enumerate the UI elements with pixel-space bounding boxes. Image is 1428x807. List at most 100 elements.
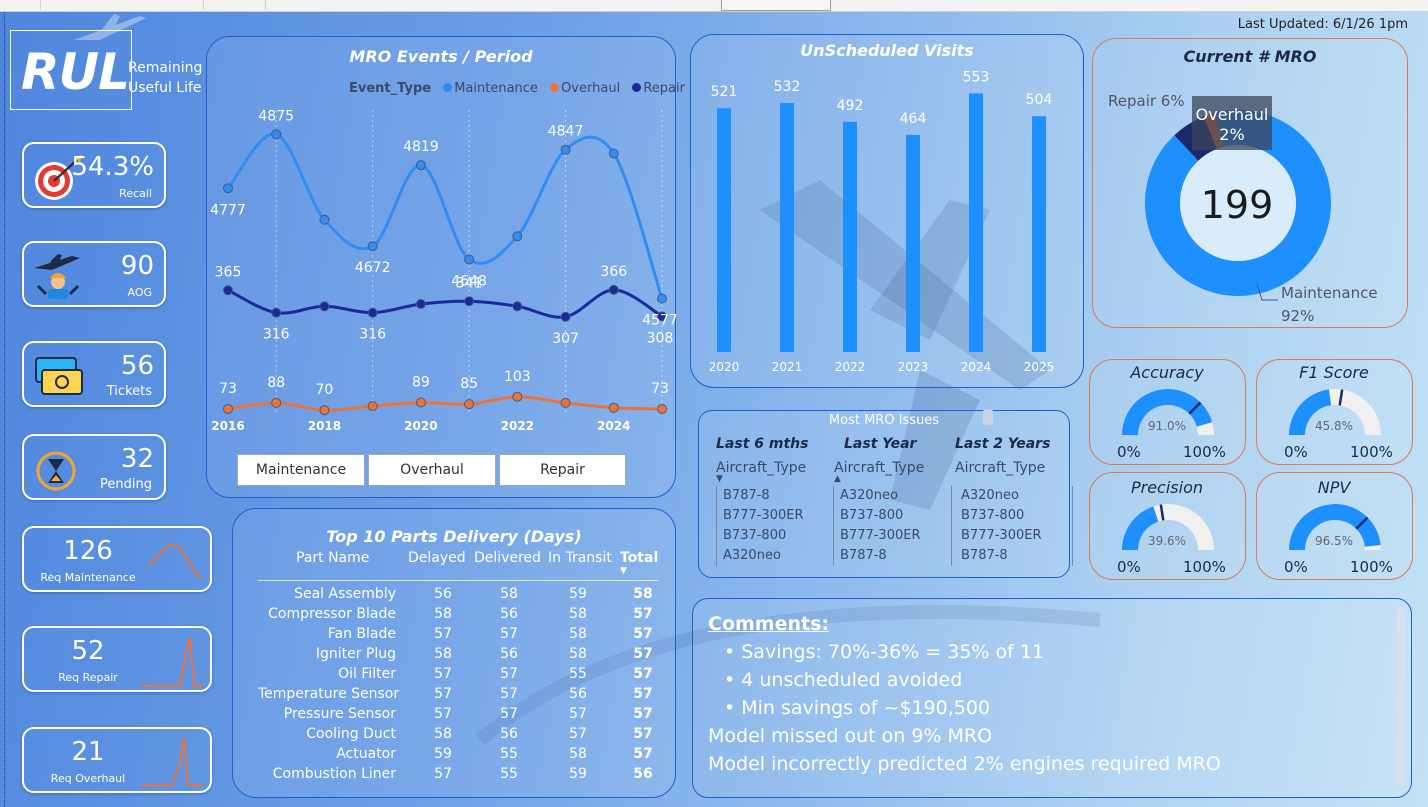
data-point-maintenance[interactable]	[415, 160, 426, 171]
data-point-repair[interactable]	[560, 311, 571, 322]
kpi-card-pending[interactable]: 32 Pending	[22, 434, 166, 500]
sort-desc-icon[interactable]: ▼	[620, 566, 627, 576]
data-point-overhaul[interactable]	[271, 397, 282, 408]
data-point-overhaul[interactable]	[464, 399, 475, 410]
slicer-overhaul-button[interactable]: Overhaul	[368, 454, 496, 486]
list-item[interactable]: B787-8	[961, 548, 1008, 563]
kpi-card-tickets[interactable]: 56 Tickets	[22, 341, 166, 407]
list-item[interactable]: A320neo	[723, 548, 781, 563]
gauge-fill	[1289, 389, 1332, 435]
toolbar-segment[interactable]	[0, 0, 41, 10]
kpi-card-req-repair[interactable]: 52 Req Repair	[22, 626, 212, 692]
list-item[interactable]: B777-300ER	[961, 528, 1042, 543]
bar[interactable]	[1032, 116, 1046, 352]
table-row[interactable]: Compressor Blade 58 56 58 57	[258, 606, 658, 626]
issues-field-label[interactable]: Aircraft_Type	[955, 460, 1046, 476]
col-header-in-transit[interactable]: In Transit	[548, 550, 612, 566]
toolbar-segment[interactable]	[40, 0, 204, 10]
table-row[interactable]: Combustion Liner 57 55 59 56	[258, 766, 658, 786]
issues-field-label[interactable]: Aircraft_Type	[716, 460, 807, 476]
data-point-overhaul[interactable]	[512, 391, 523, 402]
data-point-overhaul[interactable]	[415, 397, 426, 408]
data-point-maintenance[interactable]	[512, 231, 523, 242]
data-point-repair[interactable]	[319, 301, 330, 312]
bar[interactable]	[843, 121, 857, 352]
data-point-repair[interactable]	[223, 285, 233, 296]
data-point-maintenance[interactable]	[608, 148, 619, 159]
data-point-repair[interactable]	[271, 307, 282, 318]
list-item[interactable]: A320neo	[961, 488, 1019, 503]
table-row[interactable]: Fan Blade 57 57 58 57	[258, 626, 658, 646]
legend-maintenance[interactable]: Maintenance	[454, 81, 538, 96]
data-point-maintenance[interactable]	[464, 254, 475, 265]
table-row[interactable]: Seal Assembly 56 58 59 58	[258, 586, 658, 606]
data-point-maintenance[interactable]	[271, 129, 282, 140]
toolbar-tab[interactable]	[721, 0, 831, 11]
data-point-repair[interactable]	[512, 301, 523, 312]
col-header-total[interactable]: Total	[620, 550, 659, 566]
kpi-card-recall[interactable]: 54.3% Recall	[22, 142, 166, 208]
data-point-repair[interactable]	[657, 311, 667, 322]
data-point-repair[interactable]	[464, 296, 475, 307]
table-row[interactable]: Oil Filter 57 57 55 57	[258, 666, 658, 686]
gauge-card-f1-score[interactable]	[1256, 359, 1413, 465]
comments-scrollbar[interactable]	[1397, 607, 1405, 787]
donut-slice-maintenance[interactable]	[1145, 110, 1331, 296]
gauge-card-precision[interactable]	[1089, 472, 1246, 580]
list-item[interactable]: B787-8	[840, 548, 887, 563]
data-point-maintenance[interactable]	[560, 144, 571, 155]
data-point-repair[interactable]	[415, 299, 426, 309]
table-row[interactable]: Cooling Duct 58 56 57 57	[258, 726, 658, 746]
sort-down-icon[interactable]: ▼	[716, 474, 723, 484]
delivered-cell: 56	[500, 726, 518, 742]
list-item[interactable]: B737-800	[723, 528, 787, 543]
list-item[interactable]: B777-300ER	[840, 528, 921, 543]
scroll-handle[interactable]	[983, 409, 993, 425]
table-row[interactable]: Pressure Sensor 57 57 57 57	[258, 706, 658, 726]
data-point-repair[interactable]	[608, 284, 619, 295]
delivered-cell: 55	[500, 766, 518, 782]
sort-up-icon[interactable]: ▲	[834, 474, 841, 484]
legend-repair[interactable]: Repair	[643, 81, 685, 96]
table-row[interactable]: Actuator 59 55 58 57	[258, 746, 658, 766]
data-point-overhaul[interactable]	[608, 402, 619, 413]
toolbar-segment[interactable]	[203, 0, 266, 10]
in-transit-cell: 57	[569, 706, 587, 722]
bar[interactable]	[780, 103, 794, 352]
gauge-min-label: 0%	[1284, 558, 1308, 576]
col-header-part-name[interactable]: Part Name	[296, 550, 370, 566]
table-row[interactable]: Igniter Plug 58 56 58 57	[258, 646, 658, 666]
data-point-maintenance[interactable]	[657, 293, 667, 304]
data-point-repair[interactable]	[367, 307, 378, 318]
list-item[interactable]: A320neo	[840, 488, 898, 503]
legend-overhaul[interactable]: Overhaul	[561, 81, 621, 96]
bar[interactable]	[906, 134, 920, 352]
bar[interactable]	[717, 108, 731, 352]
rul-logo-text: RUL	[21, 43, 130, 101]
slicer-maintenance-button[interactable]: Maintenance	[237, 454, 365, 486]
data-point-overhaul[interactable]	[560, 397, 571, 408]
gauge-card-npv[interactable]	[1256, 472, 1413, 580]
data-point-maintenance[interactable]	[367, 241, 378, 252]
kpi-card-req-maintenance[interactable]: 126 Req Maintenance	[22, 526, 212, 592]
data-point-overhaul[interactable]	[223, 403, 233, 414]
list-item[interactable]: B777-300ER	[723, 508, 804, 523]
list-item[interactable]: B787-8	[723, 488, 770, 503]
gauge-card-accuracy[interactable]	[1089, 359, 1246, 465]
col-header-delayed[interactable]: Delayed	[408, 550, 466, 566]
data-point-overhaul[interactable]	[657, 403, 667, 414]
data-point-maintenance[interactable]	[223, 183, 233, 194]
col-header-delivered[interactable]: Delivered	[474, 550, 542, 566]
issues-field-label[interactable]: Aircraft_Type	[834, 460, 925, 476]
list-item[interactable]: B737-800	[840, 508, 904, 523]
list-item[interactable]: B737-800	[961, 508, 1025, 523]
bar[interactable]	[969, 93, 983, 353]
data-point-overhaul[interactable]	[319, 405, 330, 416]
slicer-repair-button[interactable]: Repair	[499, 454, 626, 486]
data-point-overhaul[interactable]	[367, 401, 378, 412]
mro-events-title: MRO Events / Period	[349, 47, 533, 66]
data-point-maintenance[interactable]	[319, 214, 330, 225]
table-row[interactable]: Temperature Sensor 57 57 56 57	[258, 686, 658, 706]
kpi-card-req-overhaul[interactable]: 21 Req Overhaul	[22, 727, 212, 793]
kpi-card-aog[interactable]: 90 AOG	[22, 241, 166, 307]
